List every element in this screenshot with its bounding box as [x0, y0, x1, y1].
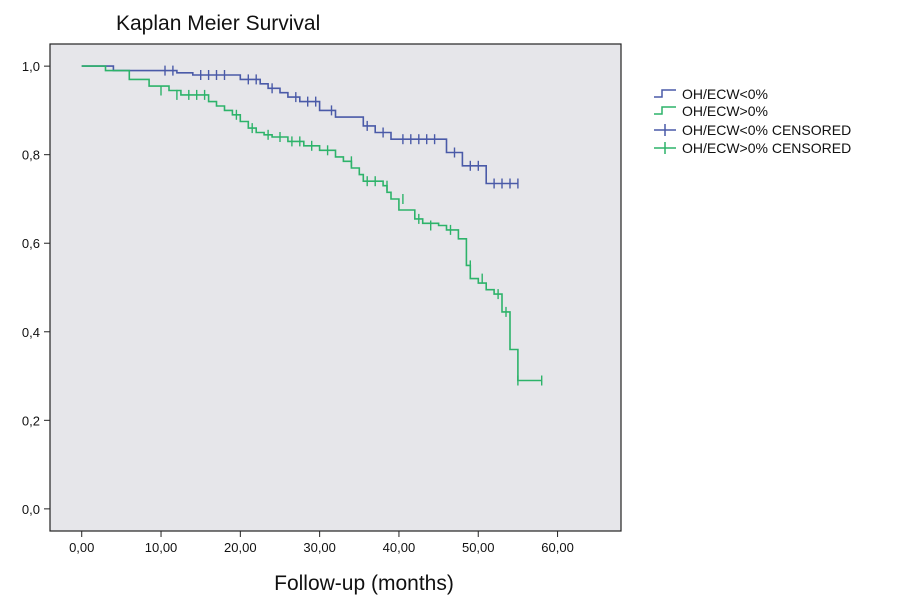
- x-tick-label: 10,00: [145, 540, 178, 555]
- legend-step-icon: [654, 106, 676, 115]
- x-tick-label: 30,00: [303, 540, 336, 555]
- legend-label: OH/ECW>0%: [682, 103, 768, 119]
- x-tick-label: 40,00: [383, 540, 416, 555]
- y-axis: 0,0 0,2 0,4 0,6 0,8 1,0: [22, 59, 50, 517]
- legend-censor-icon: [654, 142, 676, 154]
- legend-item-oh-ecw-gt-0: OH/ECW>0%: [654, 103, 768, 119]
- y-tick-label: 0,0: [22, 502, 40, 517]
- y-tick-label: 1,0: [22, 59, 40, 74]
- x-tick-label: 50,00: [462, 540, 495, 555]
- y-tick-label: 0,8: [22, 148, 40, 163]
- legend: OH/ECW<0% OH/ECW>0% OH/ECW<0% CENSORED O…: [654, 86, 851, 156]
- legend-label: OH/ECW<0%: [682, 86, 768, 102]
- legend-item-oh-ecw-lt-0: OH/ECW<0%: [654, 86, 768, 102]
- y-tick-label: 0,4: [22, 325, 40, 340]
- x-axis-title: Follow-up (months): [274, 572, 454, 595]
- legend-label: OH/ECW>0% CENSORED: [682, 140, 851, 156]
- x-axis: 0,00 10,00 20,00 30,00 40,00 50,00 60,00: [69, 531, 574, 555]
- x-tick-label: 20,00: [224, 540, 257, 555]
- legend-item-oh-ecw-gt-0-censored: OH/ECW>0% CENSORED: [654, 140, 851, 156]
- survival-curve-oh-ecw-lt-0: [81, 65, 518, 185]
- legend-item-oh-ecw-lt-0-censored: OH/ECW<0% CENSORED: [654, 122, 851, 138]
- survival-curves: [81, 65, 543, 386]
- x-tick-label: 60,00: [541, 540, 574, 555]
- y-tick-label: 0,2: [22, 413, 40, 428]
- chart-title: Kaplan Meier Survival: [116, 12, 320, 35]
- legend-censor-icon: [654, 124, 676, 136]
- plot-area: [49, 43, 622, 532]
- legend-label: OH/ECW<0% CENSORED: [682, 122, 851, 138]
- legend-step-icon: [654, 89, 676, 98]
- y-tick-label: 0,6: [22, 236, 40, 251]
- x-tick-label: 0,00: [69, 540, 94, 555]
